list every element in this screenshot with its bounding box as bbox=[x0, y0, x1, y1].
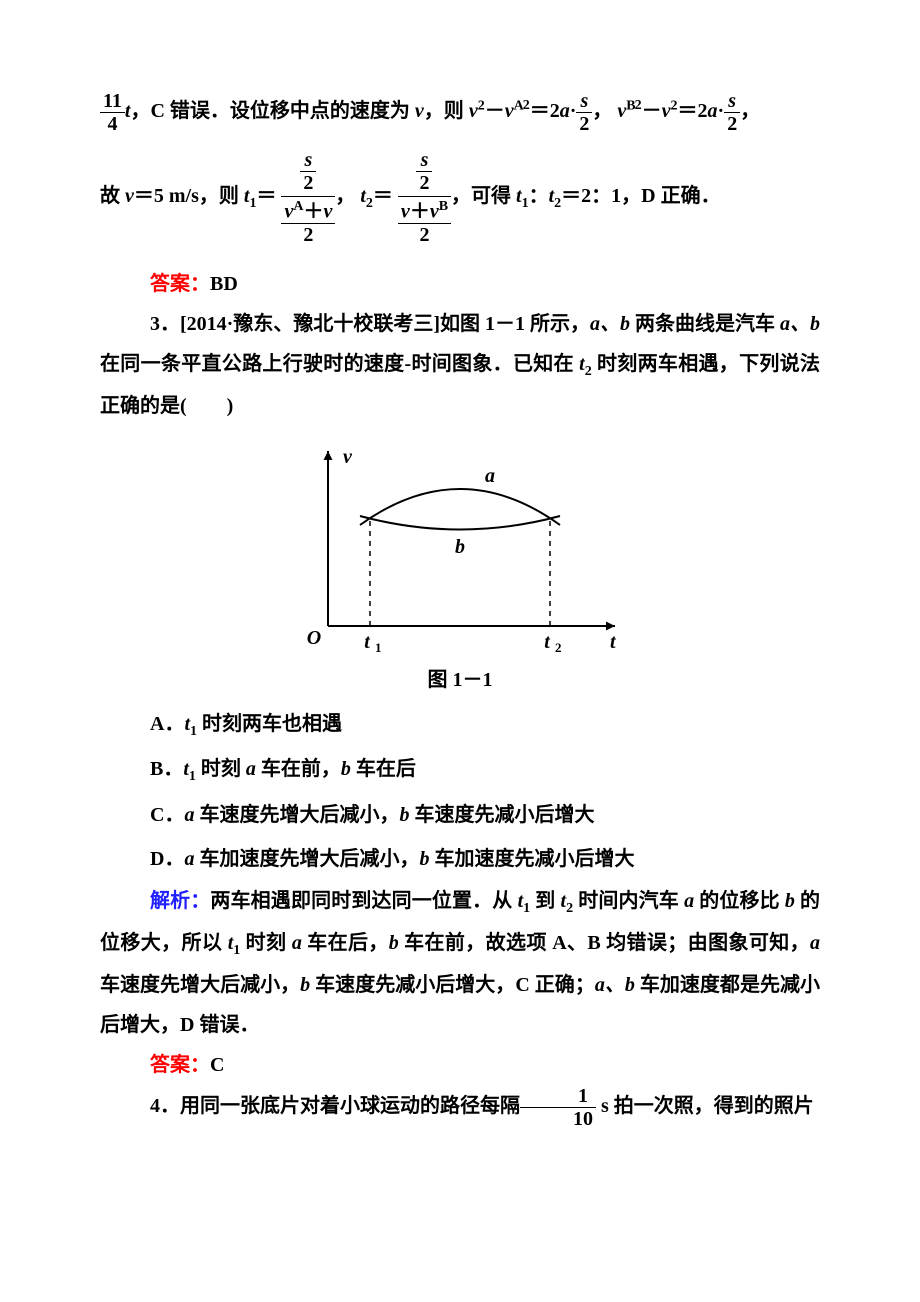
svg-text:v: v bbox=[343, 446, 353, 468]
vt-graph-svg: Ovtt1t2ab bbox=[290, 441, 630, 656]
nested-frac-1: s2 vA＋v 2 bbox=[281, 149, 335, 246]
svg-text:O: O bbox=[307, 627, 321, 649]
eq-paragraph-1: 11 4 t，C 错误．设位移中点的速度为 v，则 v2－vA2＝2a·s2， … bbox=[100, 90, 820, 135]
analysis-paragraph: 解析：两车相遇即同时到达同一位置．从 t1 到 t2 时间内汽车 a 的位移比 … bbox=[100, 881, 820, 1045]
page: 11 4 t，C 错误．设位移中点的速度为 v，则 v2－vA2＝2a·s2， … bbox=[0, 0, 920, 1302]
answer-bd: 答案：BD bbox=[100, 264, 820, 304]
svg-text:a: a bbox=[485, 465, 495, 487]
option-c: C．a 车速度先增大后减小，b 车速度先减小后增大 bbox=[100, 793, 820, 837]
option-b: B．t1 时刻 a 车在前，b 车在后 bbox=[100, 747, 820, 793]
frac-s2-a: s2 bbox=[576, 90, 592, 135]
svg-text:t: t bbox=[364, 631, 371, 653]
svg-text:t: t bbox=[544, 631, 551, 653]
option-d: D．a 车加速度先增大后减小，b 车加速度先减小后增大 bbox=[100, 837, 820, 881]
svg-text:b: b bbox=[455, 536, 465, 558]
figure-caption: 图 1－1 bbox=[100, 663, 820, 692]
var-v: v bbox=[415, 100, 424, 122]
option-a: A．t1 时刻两车也相遇 bbox=[100, 702, 820, 748]
svg-text:2: 2 bbox=[555, 640, 562, 655]
frac-11-4: 11 4 bbox=[100, 90, 125, 135]
figure-1-1: Ovtt1t2ab 图 1－1 bbox=[100, 441, 820, 692]
analysis-label: 解析： bbox=[150, 890, 210, 912]
nested-frac-2: s2 v＋vB 2 bbox=[398, 149, 451, 246]
frac-s2-b: s2 bbox=[724, 90, 740, 135]
answer-label: 答案： bbox=[150, 273, 210, 295]
svg-text:t: t bbox=[610, 631, 617, 653]
question-3-stem: 3．[2014·豫东、豫北十校联考三]如图 1－1 所示，a、b 两条曲线是汽车… bbox=[100, 304, 820, 426]
answer-label-2: 答案： bbox=[150, 1054, 210, 1076]
question-4-stem: 4．用同一张底片对着小球运动的路径每隔110 s 拍一次照，得到的照片 bbox=[100, 1085, 820, 1130]
answer-c: 答案：C bbox=[100, 1045, 820, 1085]
svg-text:1: 1 bbox=[375, 640, 382, 655]
eq-paragraph-2: 故 v＝5 m/s，则 t1＝ s2 vA＋v 2 ， t2＝ s2 v＋vB bbox=[100, 149, 820, 246]
frac-1-10: 110 bbox=[520, 1085, 596, 1130]
